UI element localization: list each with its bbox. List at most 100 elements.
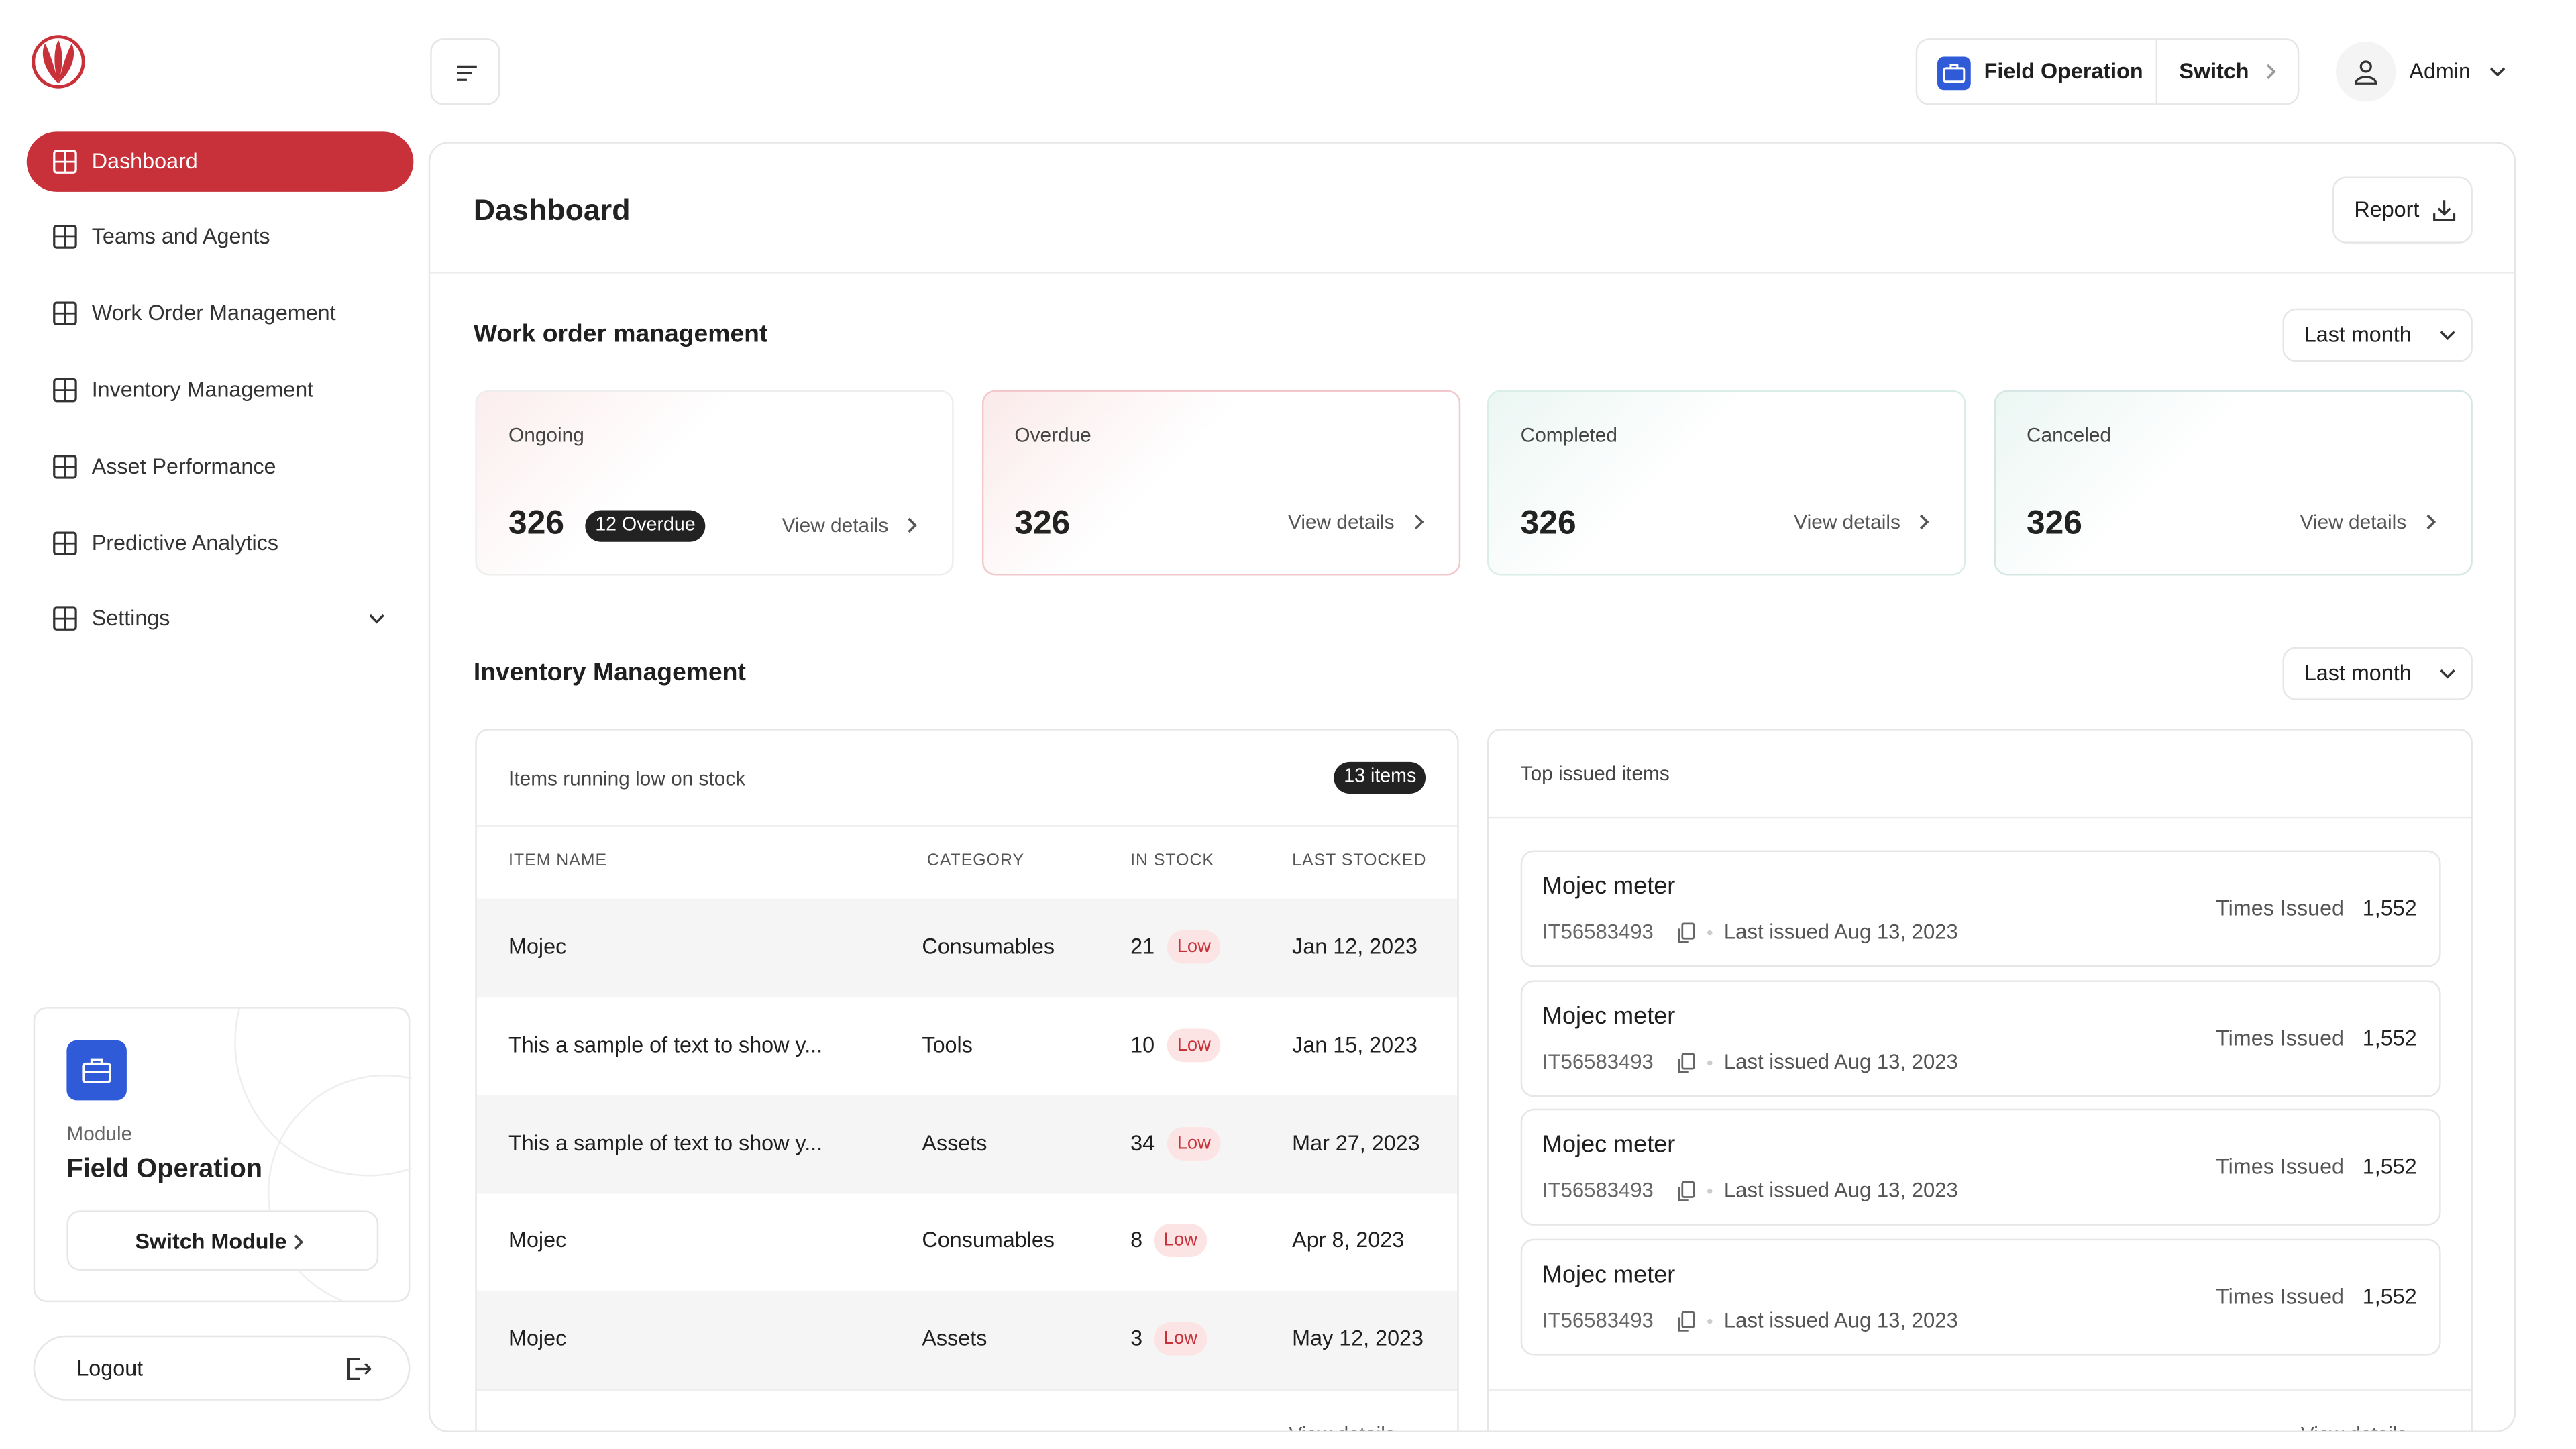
last-issued: Last issued Aug 13, 2023 [1723, 1050, 1958, 1073]
user-name[interactable]: Admin [2409, 58, 2471, 84]
metric-value: 1,552 [2362, 895, 2417, 920]
table-row: This a sample of text to show y... Tools 1… [477, 997, 1457, 1095]
nav-item[interactable]: Asset Performance [27, 437, 414, 496]
chevron [908, 517, 917, 533]
view-details-link[interactable]: View details [2301, 1417, 2408, 1430]
switch-module-button[interactable]: Switch Module [66, 1210, 379, 1271]
table-row: Mojec Consumables 8 Low Apr 8, 2023 [477, 1193, 1457, 1291]
chevron [294, 1234, 304, 1250]
item-category: Consumables [922, 1228, 1055, 1253]
chevron-down [2440, 331, 2455, 340]
page-title: Dashboard [473, 193, 631, 227]
dot [1707, 1059, 1713, 1065]
view-details-link[interactable]: View details [782, 508, 924, 542]
metric-value: 1,552 [2362, 1024, 2417, 1051]
column-header: CATEGORY [926, 852, 1025, 871]
table-row: This a sample of text to show y... Assets… [476, 1094, 1458, 1193]
chevron-down [369, 614, 384, 624]
item-id: IT56583493 [1542, 1309, 1654, 1333]
item-category: Consumables [922, 933, 1055, 959]
switch-label: Switch [2179, 58, 2249, 84]
chevron [1919, 514, 1929, 530]
item-id: IT56583493 [1542, 1050, 1654, 1073]
metric-label: Times Issued [2216, 1154, 2345, 1180]
nav-item[interactable]: Work Order Management [27, 284, 414, 343]
report-button[interactable]: Report [2332, 176, 2473, 244]
menu-icon [456, 65, 477, 81]
module-switcher: Field Operation Switch [1915, 38, 2300, 105]
module-label: Module [66, 1122, 133, 1146]
issued-item: Mojec meter IT56583493 Last issued Aug 13,… [1520, 850, 2441, 967]
chevron-down [2489, 67, 2506, 77]
module-decor [234, 1008, 412, 1301]
low-badge: Low [1167, 930, 1221, 964]
count-badge: 13 items [1334, 761, 1427, 794]
period-dropdown[interactable]: Last month [2282, 308, 2473, 362]
switch-button[interactable]: Switch [2157, 40, 2298, 103]
card-title: Items running low on stock [508, 767, 746, 791]
logout-label: Logout [76, 1355, 144, 1381]
module-icon [66, 1040, 127, 1101]
nav-item[interactable]: Settings [27, 588, 414, 648]
status-card: Canceled 326 View details [1993, 390, 2472, 576]
chevron-down [2440, 669, 2455, 679]
header-module: Field Operation [1984, 58, 2143, 84]
copy-icon [1678, 922, 1695, 943]
nav-item[interactable]: Teams and Agents [27, 207, 414, 266]
switch-module-label: Switch Module [135, 1228, 287, 1253]
view-details-link[interactable]: View details [1794, 505, 1935, 539]
item-category: Tools [922, 1031, 973, 1057]
last-issued: Last issued Aug 13, 2023 [1723, 1179, 1958, 1203]
link-label: View details [2300, 510, 2407, 534]
divider [1489, 816, 2471, 819]
view-details-link[interactable]: View details [1288, 505, 1430, 539]
view-details-link[interactable]: View details [2300, 505, 2442, 539]
column-header: LAST STOCKED [1292, 852, 1427, 871]
period-dropdown[interactable]: Last month [2282, 647, 2473, 700]
item-category: Assets [922, 1130, 987, 1155]
metric-label: Times Issued [2216, 895, 2345, 920]
copy-icon [1678, 1311, 1695, 1332]
nav-icon [53, 225, 77, 249]
card-value: 326 [1520, 505, 1576, 542]
low-badge: Low [1153, 1322, 1208, 1356]
report-label: Report [2354, 197, 2420, 222]
copy-icon [1678, 1052, 1695, 1073]
dot [1707, 1189, 1713, 1195]
nav-icon [53, 606, 77, 631]
nav-label: Settings [91, 605, 170, 631]
item-name: Mojec [508, 1228, 567, 1253]
dropdown-label: Last month [2304, 321, 2412, 347]
last-stocked: Jan 12, 2023 [1292, 933, 1418, 959]
last-issued: Last issued Aug 13, 2023 [1723, 1309, 1958, 1333]
briefcase [82, 1058, 111, 1083]
column-header: ITEM NAME [508, 852, 608, 871]
link-label: View details [1287, 510, 1395, 534]
item-id: IT56583493 [1542, 1179, 1654, 1203]
metric-label: Times Issued [2216, 1283, 2345, 1309]
avatar [2336, 42, 2396, 102]
issued-item: Mojec meter IT56583493 Last issued Aug 13,… [1520, 1238, 2441, 1356]
last-stocked: Mar 27, 2023 [1292, 1130, 1420, 1155]
item-name: Mojec [508, 933, 567, 959]
nav-item[interactable]: Predictive Analytics [27, 514, 414, 574]
nav-label: Work Order Management [91, 300, 336, 325]
nav-item[interactable]: Dashboard [26, 131, 414, 192]
menu-button[interactable] [430, 38, 500, 105]
card-value: 326 [508, 505, 564, 542]
issued-item: Mojec meter IT56583493 Last issued Aug 13,… [1520, 1109, 2441, 1226]
module-chip-icon [1937, 56, 1971, 91]
nav-icon [53, 531, 77, 556]
nav-icon [53, 301, 77, 326]
metric-value: 1,552 [2362, 1283, 2417, 1309]
item-category: Assets [922, 1326, 987, 1351]
item-stock: 34 [1130, 1130, 1155, 1155]
logout-button[interactable]: Logout [33, 1335, 411, 1401]
view-details-link[interactable]: View details [1289, 1417, 1395, 1430]
item-name: Mojec meter [1542, 1132, 1676, 1160]
dot [1707, 930, 1713, 936]
copy-icon [1678, 1181, 1695, 1202]
chevron [1413, 514, 1424, 530]
nav-item[interactable]: Inventory Management [27, 360, 414, 420]
nav-label: Teams and Agents [91, 223, 270, 249]
